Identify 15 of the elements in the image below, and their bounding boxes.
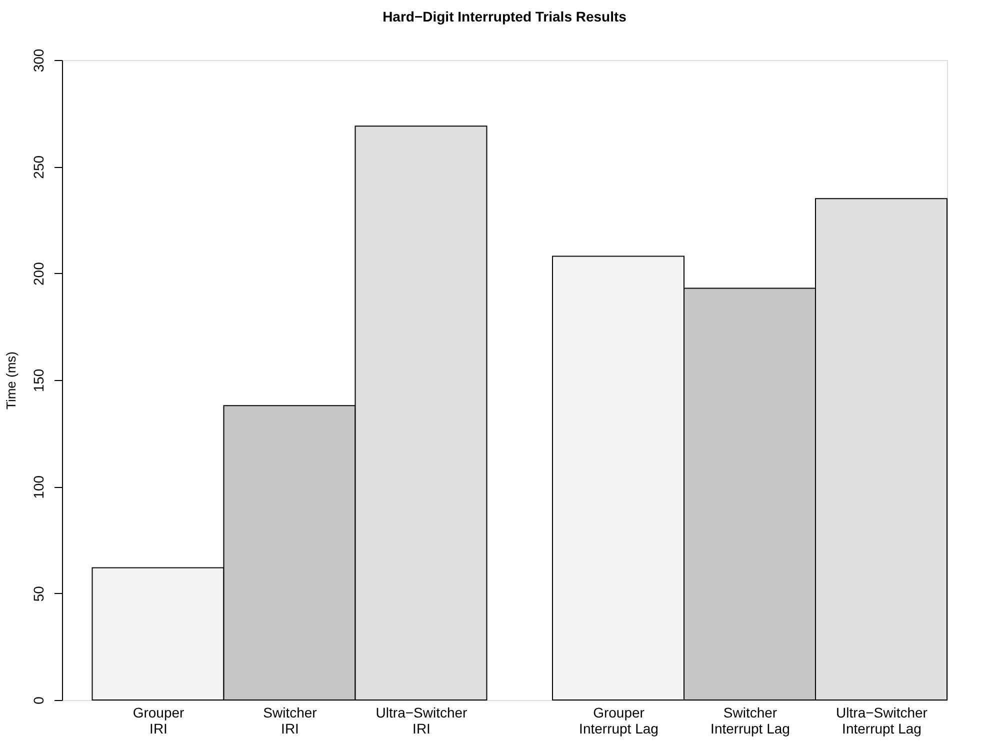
y-tick-label: 100 (30, 475, 46, 499)
y-tick-label: 0 (30, 696, 46, 704)
x-tick-label: Grouper Interrupt Lag (579, 704, 658, 736)
x-tick-label: Grouper IRI (132, 704, 185, 736)
y-tick-label: 300 (30, 48, 46, 72)
x-tick-label: Switcher Interrupt Lag (710, 704, 790, 736)
y-axis-title: Time (ms) (4, 351, 18, 410)
x-tick-label: Switcher IRI (263, 704, 318, 736)
y-tick-label: 200 (30, 262, 46, 286)
y-tick-label: 50 (30, 586, 46, 602)
x-tick-label: Ultra−Switcher Interrupt Lag (836, 704, 928, 736)
y-tick-label: 150 (30, 368, 46, 392)
y-tick-label: 250 (30, 155, 46, 179)
x-tick-label: Ultra−Switcher IRI (376, 704, 468, 736)
chart-title: Hard−Digit Interrupted Trials Results (382, 8, 627, 24)
